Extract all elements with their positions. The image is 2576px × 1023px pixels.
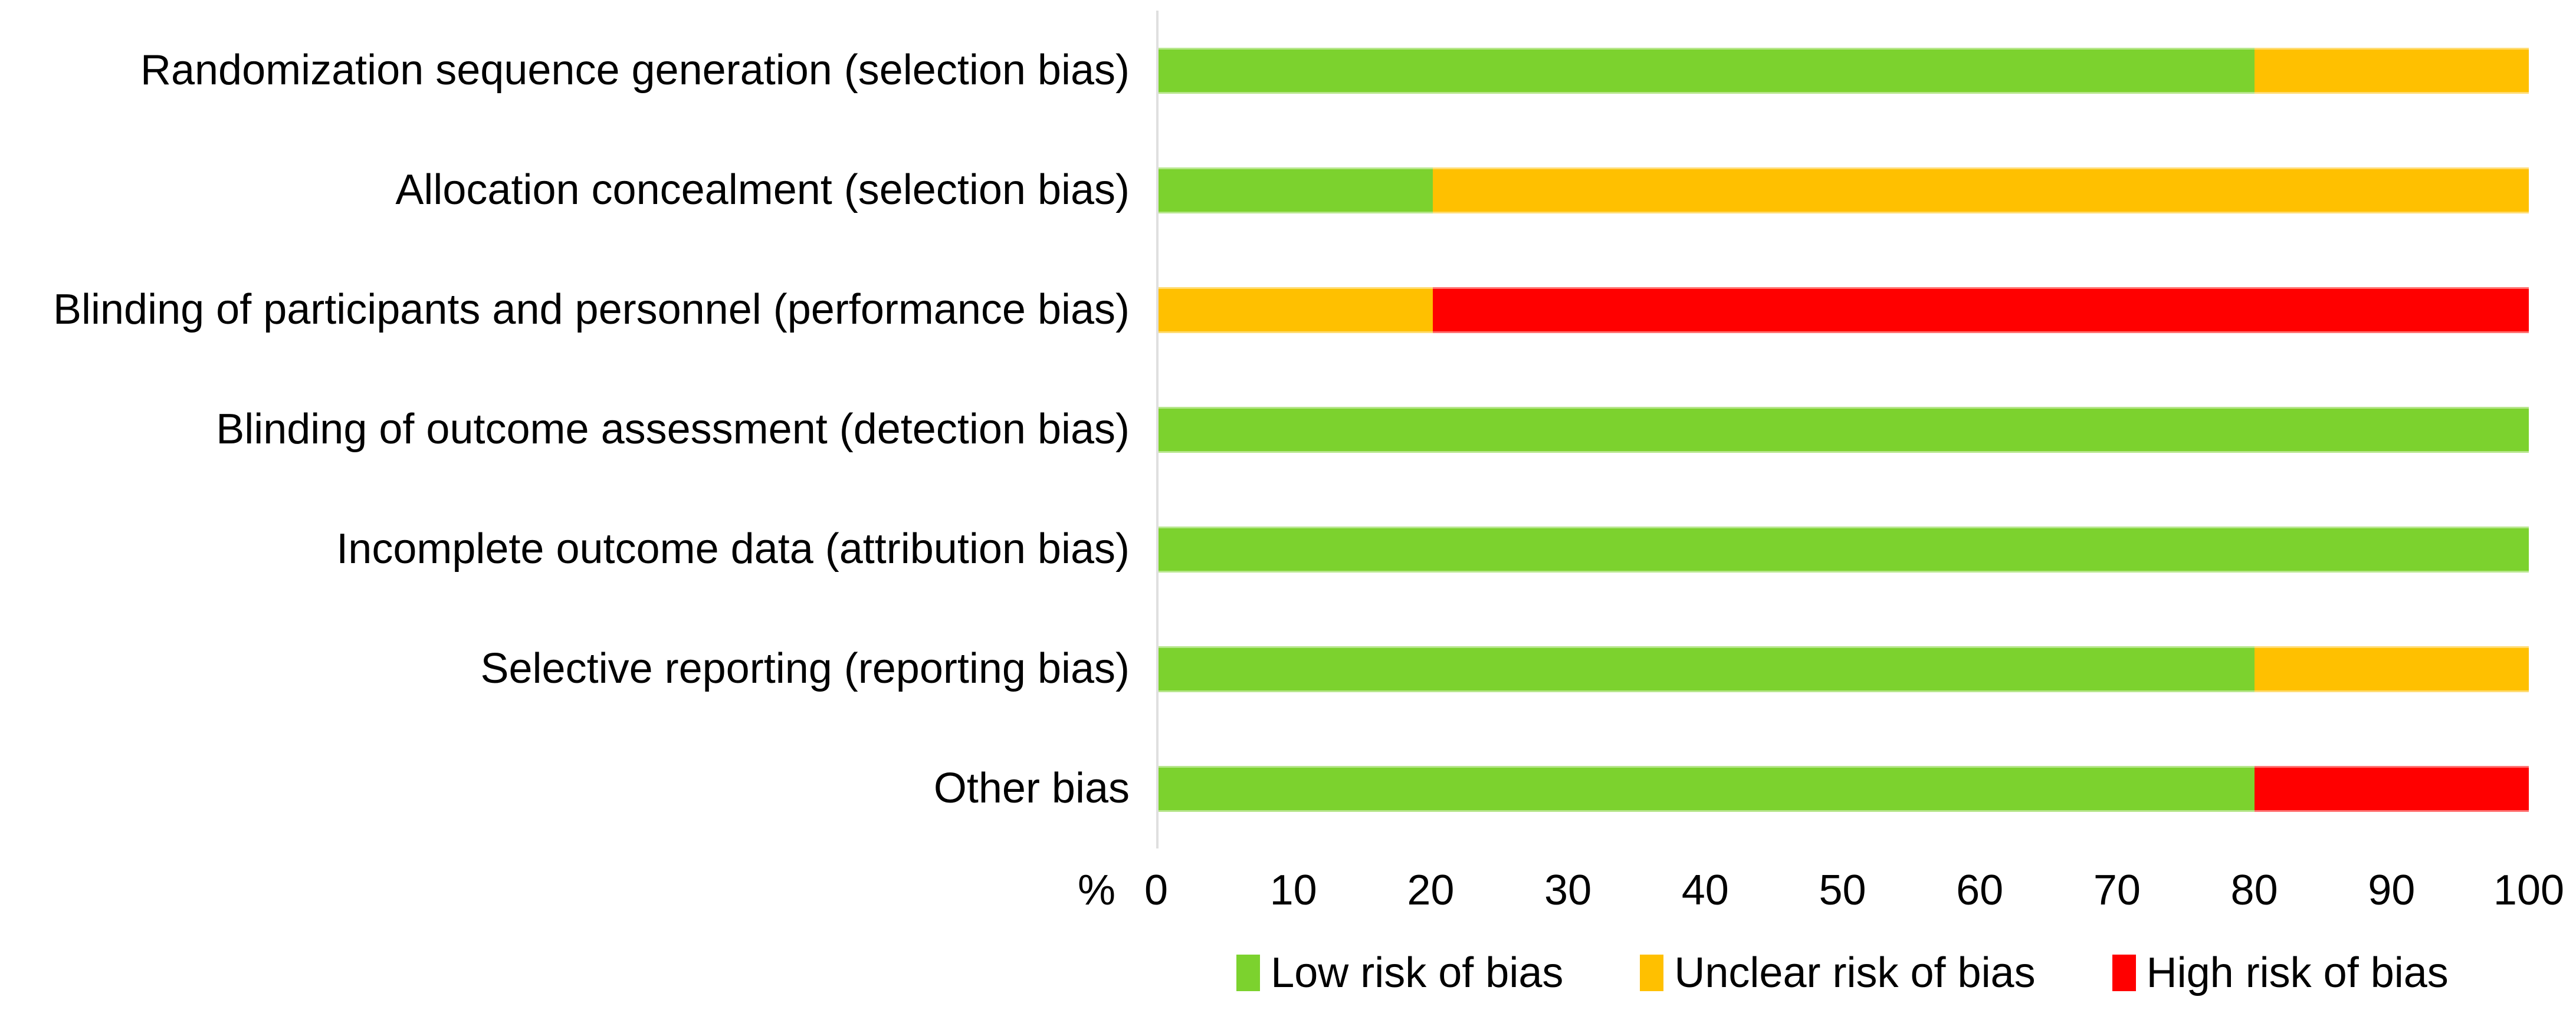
- bar-track: [1156, 609, 2529, 729]
- bar-segment-low-risk-of-bias: [1159, 47, 2255, 94]
- bar-track: [1156, 489, 2529, 609]
- bar-segment-unclear-risk-of-bias: [2255, 47, 2529, 94]
- category-label: Blinding of outcome assessment (detectio…: [216, 405, 1130, 453]
- x-tick-label: 80: [2230, 867, 2278, 914]
- chart-row: Incomplete outcome data (attribution bia…: [0, 489, 2576, 609]
- chart-row: Randomization sequence generation (selec…: [0, 11, 2576, 130]
- bar-segment-high-risk-of-bias: [2255, 765, 2529, 812]
- legend-label: Low risk of bias: [1271, 949, 1564, 996]
- legend-item-low-risk-of-bias: Low risk of bias: [1236, 949, 1563, 997]
- legend-marker-low-risk-of-bias: [1236, 955, 1261, 991]
- category-label: Incomplete outcome data (attribution bia…: [336, 525, 1130, 573]
- legend-label: Unclear risk of bias: [1674, 949, 2036, 996]
- x-axis-unit: %: [0, 866, 1156, 922]
- category-label: Other bias: [933, 764, 1130, 812]
- x-tick-label: 0: [1144, 867, 1169, 914]
- bar-segment-high-risk-of-bias: [1432, 287, 2529, 333]
- stacked-bar: [1159, 47, 2529, 94]
- category-label: Randomization sequence generation (selec…: [140, 46, 1130, 94]
- plot-area: Randomization sequence generation (selec…: [0, 11, 2576, 848]
- bar-segment-unclear-risk-of-bias: [2255, 646, 2529, 692]
- chart-row: Other bias: [0, 729, 2576, 848]
- bar-track: [1156, 250, 2529, 370]
- chart-row: Blinding of participants and personnel (…: [0, 250, 2576, 370]
- bar-segment-unclear-risk-of-bias: [1432, 167, 2529, 213]
- legend-spacer: [0, 949, 1156, 997]
- x-tick-label: 70: [2093, 867, 2141, 914]
- category-label: Blinding of participants and personnel (…: [52, 285, 1130, 333]
- category-label: Allocation concealment (selection bias): [395, 166, 1130, 213]
- category-label: Selective reporting (reporting bias): [480, 644, 1130, 692]
- legend-marker-high-risk-of-bias: [2112, 955, 2136, 991]
- stacked-bar: [1159, 646, 2529, 692]
- bar-track: [1156, 11, 2529, 130]
- bar-track: [1156, 729, 2529, 848]
- risk-of-bias-bar-chart: Randomization sequence generation (selec…: [0, 11, 2576, 997]
- x-tick-label: 100: [2493, 867, 2565, 914]
- x-tick-label: 20: [1407, 867, 1455, 914]
- stacked-bar: [1159, 406, 2529, 453]
- bar-segment-low-risk-of-bias: [1159, 646, 2255, 692]
- stacked-bar: [1159, 167, 2529, 213]
- x-tick-label: 60: [1956, 867, 2004, 914]
- legend: Low risk of bias Unclear risk of bias High…: [0, 949, 2576, 997]
- bar-track: [1156, 370, 2529, 489]
- legend-items: Low risk of bias Unclear risk of bias High…: [1156, 949, 2529, 997]
- legend-item-unclear-risk-of-bias: Unclear risk of bias: [1640, 949, 2036, 997]
- chart-row: Selective reporting (reporting bias): [0, 609, 2576, 729]
- bar-segment-low-risk-of-bias: [1159, 765, 2255, 812]
- legend-label: High risk of bias: [2146, 949, 2449, 996]
- x-axis-ticks: 0 10 20 30 40 50 60 70 80 90 100: [1144, 866, 2564, 922]
- x-tick-label: 50: [1819, 867, 1866, 914]
- legend-marker-unclear-risk-of-bias: [1640, 955, 1664, 991]
- bar-segment-low-risk-of-bias: [1159, 406, 2529, 453]
- x-tick-label: 30: [1544, 867, 1592, 914]
- stacked-bar: [1159, 287, 2529, 333]
- bar-track: [1156, 130, 2529, 250]
- legend-item-high-risk-of-bias: High risk of bias: [2112, 949, 2449, 997]
- x-axis: % 0 10 20 30 40 50 60 70 80 90 100: [0, 866, 2576, 922]
- bar-segment-low-risk-of-bias: [1159, 526, 2529, 573]
- stacked-bar: [1159, 526, 2529, 573]
- bar-segment-low-risk-of-bias: [1159, 167, 1433, 213]
- x-tick-label: 40: [1681, 867, 1729, 914]
- x-tick-label: 10: [1269, 867, 1317, 914]
- bar-segment-unclear-risk-of-bias: [1159, 287, 1433, 333]
- chart-row: Allocation concealment (selection bias): [0, 130, 2576, 250]
- x-axis-unit-label: %: [1077, 867, 1115, 914]
- x-tick-label: 90: [2368, 867, 2416, 914]
- stacked-bar: [1159, 765, 2529, 812]
- chart-row: Blinding of outcome assessment (detectio…: [0, 370, 2576, 489]
